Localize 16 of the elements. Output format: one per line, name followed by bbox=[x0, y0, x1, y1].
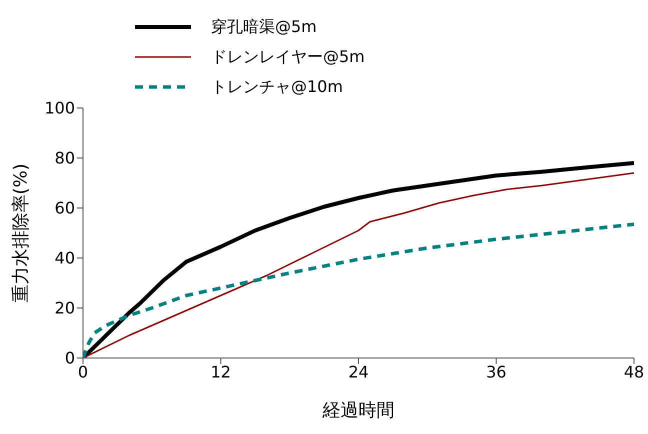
x-tick-label: 12 bbox=[210, 362, 231, 382]
y-tick-label: 40 bbox=[54, 248, 75, 268]
legend-label: トレンチャ@10m bbox=[211, 76, 343, 98]
y-tick-label: 100 bbox=[44, 98, 75, 118]
legend-label: ドレンレイヤー@5m bbox=[211, 46, 365, 68]
x-tick-label: 36 bbox=[486, 362, 506, 382]
y-tick-label: 80 bbox=[54, 148, 75, 168]
x-tick-label: 0 bbox=[78, 362, 88, 382]
y-tick-label: 20 bbox=[54, 298, 75, 318]
y-tick-label: 60 bbox=[54, 198, 75, 218]
legend-label: 穿孔暗渠@5m bbox=[211, 16, 317, 38]
x-tick-label: 48 bbox=[624, 362, 644, 382]
y-axis-title: 重力水排除率(%) bbox=[10, 163, 32, 303]
x-tick-label: 24 bbox=[348, 362, 369, 382]
x-axis-title: 経過時間 bbox=[322, 400, 394, 421]
y-tick-label: 0 bbox=[64, 348, 75, 368]
